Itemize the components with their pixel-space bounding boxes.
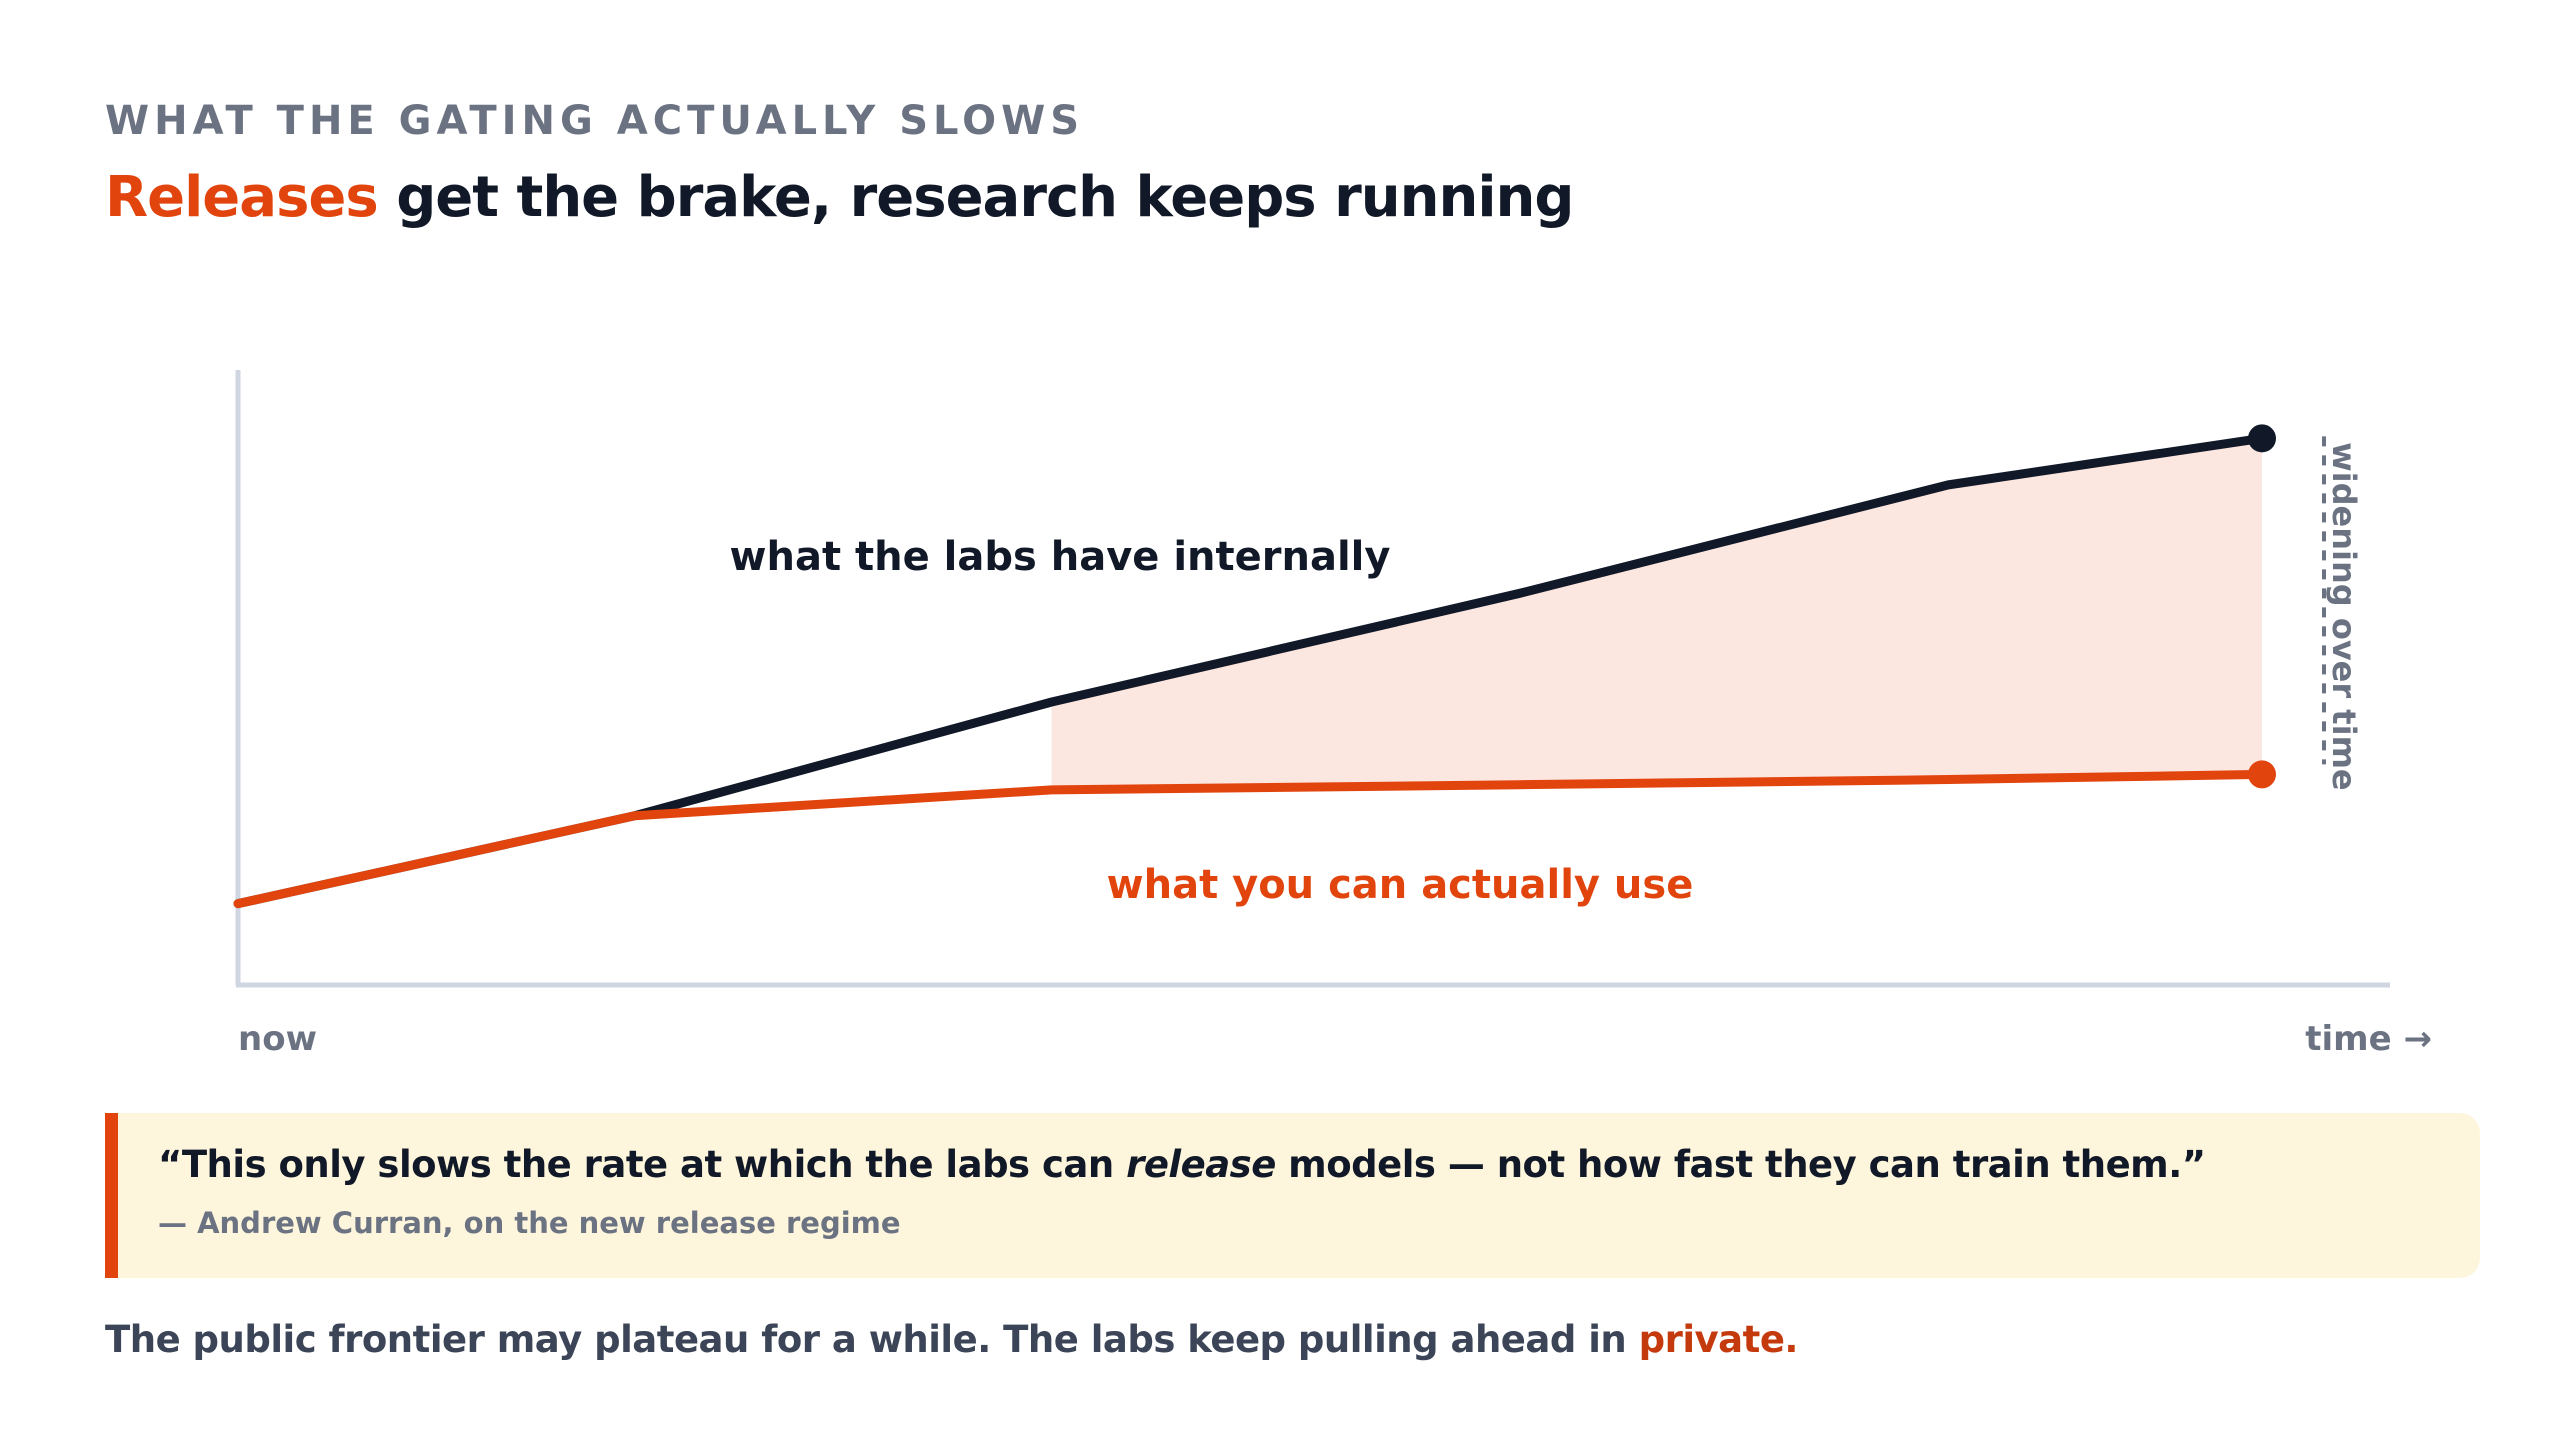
page-title: Releases get the brake, research keeps r… bbox=[105, 165, 1574, 230]
quote-before: “This only slows the rate at which the l… bbox=[158, 1143, 1127, 1186]
quote-callout: “This only slows the rate at which the l… bbox=[105, 1113, 2480, 1278]
quote-attribution: — Andrew Curran, on the new release regi… bbox=[158, 1206, 901, 1240]
internal-endpoint-dot bbox=[2248, 424, 2276, 453]
headline-accent: Releases bbox=[105, 165, 379, 230]
headline-rest: get the brake, research keeps running bbox=[377, 165, 1574, 230]
footer-accent: private. bbox=[1638, 1318, 1799, 1361]
quote-after: models — not how fast they can train the… bbox=[1275, 1143, 2206, 1186]
gap-chart: what the labs have internally what you ca… bbox=[233, 370, 2432, 1059]
series-label-internal: what the labs have internally bbox=[730, 534, 1391, 580]
quote-emphasis: release bbox=[1126, 1143, 1276, 1186]
quote-text: “This only slows the rate at which the l… bbox=[158, 1143, 2480, 1186]
gap-shaded-area bbox=[1051, 438, 2262, 790]
footer-summary: The public frontier may plateau for a wh… bbox=[105, 1318, 1798, 1361]
x-axis-start-label: now bbox=[238, 1019, 317, 1059]
footer-text: The public frontier may plateau for a wh… bbox=[105, 1318, 1639, 1361]
x-axis-end-label: time → bbox=[2305, 1019, 2432, 1059]
released-capability-line bbox=[233, 769, 2267, 909]
series-label-released: what you can actually use bbox=[1107, 862, 1694, 908]
gap-annotation-label: widening over time bbox=[2325, 442, 2363, 791]
released-endpoint-dot bbox=[2248, 760, 2276, 789]
eyebrow-label: WHAT THE GATING ACTUALLY SLOWS bbox=[105, 98, 1085, 144]
